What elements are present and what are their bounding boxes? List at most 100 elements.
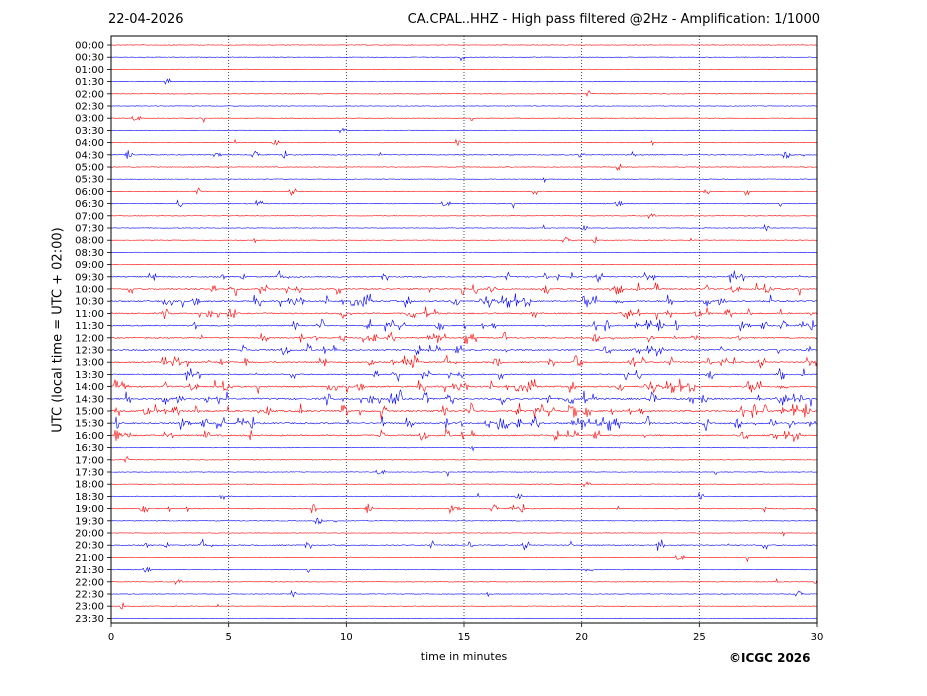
trace-1530 bbox=[110, 415, 818, 431]
y-tick-label: 01:00 bbox=[75, 65, 104, 76]
y-tick-label: 15:00 bbox=[75, 407, 104, 418]
trace-2000 bbox=[110, 531, 818, 537]
trace-1800 bbox=[110, 481, 818, 488]
y-tick-label: 09:30 bbox=[75, 272, 104, 283]
trace-0200 bbox=[110, 90, 818, 97]
y-tick-label: 08:00 bbox=[75, 236, 104, 247]
y-tick-label: 07:00 bbox=[75, 211, 104, 222]
trace-0400 bbox=[110, 138, 818, 147]
trace-1900 bbox=[110, 503, 818, 515]
y-tick-label: 12:30 bbox=[75, 346, 104, 357]
y-tick-label: 19:30 bbox=[75, 516, 104, 527]
trace-1930 bbox=[110, 517, 818, 525]
trace-1500 bbox=[110, 402, 818, 420]
x-tick-label: 30 bbox=[811, 632, 824, 643]
trace-0900 bbox=[110, 263, 818, 266]
y-tick-label: 00:00 bbox=[75, 41, 104, 52]
y-tick-label: 10:30 bbox=[75, 297, 104, 308]
trace-0430 bbox=[110, 150, 818, 160]
date-label: 22-04-2026 bbox=[108, 12, 184, 27]
y-tick-label: 00:30 bbox=[75, 53, 104, 64]
x-tick-label: 0 bbox=[108, 632, 114, 643]
trace-0130 bbox=[110, 78, 818, 85]
trace-1730 bbox=[110, 469, 818, 477]
trace-1430 bbox=[110, 389, 818, 407]
y-tick-label: 02:30 bbox=[75, 102, 104, 113]
trace-2300 bbox=[110, 602, 818, 610]
trace-1100 bbox=[110, 306, 818, 320]
trace-2200 bbox=[110, 578, 818, 585]
y-tick-label: 18:30 bbox=[75, 492, 104, 503]
y-tick-label: 18:00 bbox=[75, 480, 104, 491]
y-tick-label: 03:30 bbox=[75, 126, 104, 137]
y-tick-label: 19:00 bbox=[75, 504, 104, 515]
y-tick-label: 13:00 bbox=[75, 358, 104, 369]
trace-1300 bbox=[110, 354, 818, 369]
y-tick-label: 11:30 bbox=[75, 321, 104, 332]
x-tick-label: 10 bbox=[340, 632, 353, 643]
trace-0730 bbox=[110, 223, 818, 232]
trace-0700 bbox=[110, 213, 818, 219]
y-tick-label: 21:30 bbox=[75, 565, 104, 576]
trace-2100 bbox=[110, 555, 818, 563]
x-tick-label: 20 bbox=[575, 632, 588, 643]
trace-0830 bbox=[110, 251, 818, 253]
y-tick-label: 03:00 bbox=[75, 114, 104, 125]
y-tick-label: 20:30 bbox=[75, 541, 104, 552]
y-tick-label: 16:30 bbox=[75, 443, 104, 454]
y-tick-label: 17:00 bbox=[75, 455, 104, 466]
y-tick-label: 22:00 bbox=[75, 577, 104, 588]
trace-2130 bbox=[110, 566, 818, 573]
chart-title: CA.CPAL..HHZ - High pass filtered @2Hz -… bbox=[407, 12, 820, 27]
trace-0330 bbox=[110, 127, 818, 134]
y-tick-label: 23:00 bbox=[75, 602, 104, 613]
y-tick-label: 12:00 bbox=[75, 333, 104, 344]
trace-1330 bbox=[110, 368, 818, 383]
x-tick-label: 5 bbox=[225, 632, 231, 643]
y-tick-label: 10:00 bbox=[75, 285, 104, 296]
y-tick-label: 16:00 bbox=[75, 431, 104, 442]
trace-0630 bbox=[110, 199, 818, 209]
trace-1230 bbox=[110, 342, 818, 357]
y-tick-label: 04:00 bbox=[75, 138, 104, 149]
x-tick-label: 25 bbox=[693, 632, 706, 643]
trace-1400 bbox=[110, 378, 818, 394]
trace-0800 bbox=[110, 236, 818, 244]
y-tick-label: 01:30 bbox=[75, 77, 104, 88]
trace-2030 bbox=[110, 538, 818, 551]
trace-1130 bbox=[110, 318, 818, 332]
y-tick-label: 09:00 bbox=[75, 260, 104, 271]
trace-1600 bbox=[110, 428, 818, 442]
copyright-credit: ©ICGC 2026 bbox=[729, 651, 811, 665]
y-tick-label: 22:30 bbox=[75, 590, 104, 601]
y-tick-label: 05:00 bbox=[75, 163, 104, 174]
trace-0030 bbox=[110, 56, 818, 62]
y-tick-label: 14:30 bbox=[75, 394, 104, 405]
y-tick-label: 21:00 bbox=[75, 553, 104, 564]
trace-1200 bbox=[110, 331, 818, 344]
trace-0100 bbox=[110, 68, 818, 71]
y-tick-label: 14:00 bbox=[75, 382, 104, 393]
trace-0000 bbox=[110, 44, 818, 46]
trace-0300 bbox=[110, 115, 818, 124]
y-tick-label: 06:30 bbox=[75, 199, 104, 210]
y-tick-label: 20:00 bbox=[75, 529, 104, 540]
y-tick-label: 02:00 bbox=[75, 89, 104, 100]
y-tick-label: 07:30 bbox=[75, 224, 104, 235]
y-tick-label: 11:00 bbox=[75, 309, 104, 320]
y-tick-label: 06:00 bbox=[75, 187, 104, 198]
x-tick-label: 15 bbox=[458, 632, 471, 643]
y-tick-label: 05:30 bbox=[75, 175, 104, 186]
trace-1630 bbox=[110, 445, 818, 452]
trace-1000 bbox=[110, 282, 818, 297]
trace-1830 bbox=[110, 492, 818, 501]
y-tick-label: 13:30 bbox=[75, 370, 104, 381]
trace-0230 bbox=[110, 105, 818, 107]
y-tick-label: 08:30 bbox=[75, 248, 104, 259]
y-tick-label: 23:30 bbox=[75, 614, 104, 625]
x-axis-label: time in minutes bbox=[420, 650, 508, 663]
trace-1700 bbox=[110, 456, 818, 463]
trace-0600 bbox=[110, 187, 818, 196]
trace-0930 bbox=[110, 270, 818, 283]
